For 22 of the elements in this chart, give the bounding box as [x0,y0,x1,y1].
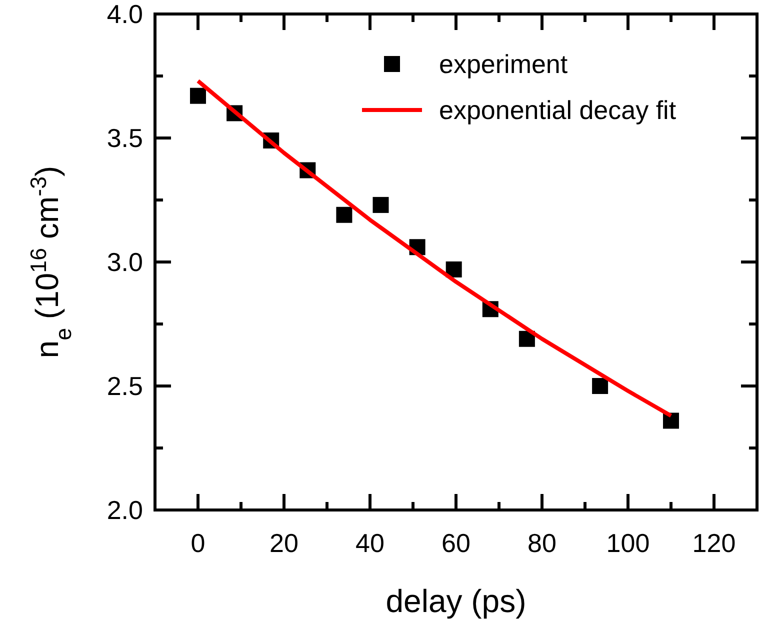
y-tick-label: 3.0 [106,247,143,277]
point [372,196,389,213]
y-tick-label: 2.5 [106,371,143,401]
point [336,206,352,223]
y-tick-label: 2.0 [106,495,143,525]
point [518,330,535,347]
x-axis-title: delay (ps) [386,583,526,619]
point [592,378,608,394]
point [663,412,679,429]
x-tick-label: 40 [356,528,384,558]
x-tick-label: 80 [528,528,556,558]
y-tick-label: 4.0 [106,0,143,29]
legend-label: experiment [439,49,568,79]
point [190,88,206,104]
legend-label: exponential decay fit [439,95,677,125]
x-tick-label: 100 [606,528,650,558]
x-tick-label: 120 [692,528,736,558]
x-tick-label: 60 [442,528,470,558]
point [446,261,462,278]
x-tick-label: 20 [270,528,298,558]
y-tick-label: 3.5 [106,123,143,153]
x-tick-label: 0 [190,528,206,558]
